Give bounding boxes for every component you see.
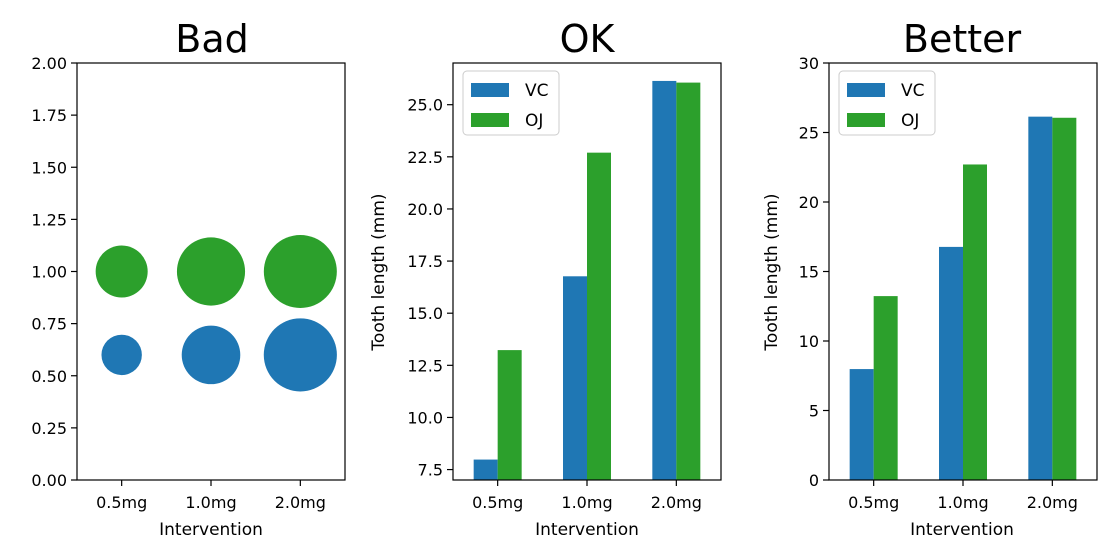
chart-ok-title: OK	[560, 17, 616, 61]
x-tick-label: 0.5mg	[472, 493, 523, 512]
y-tick-label: 1.00	[31, 263, 67, 282]
bar-vc	[473, 459, 498, 480]
legend-swatch-vc	[471, 83, 509, 97]
chart-ok-marks	[473, 80, 701, 480]
y-tick-label: 7.5	[418, 461, 443, 480]
bar-oj	[1052, 117, 1077, 481]
chart-better-frame	[828, 62, 1098, 481]
y-tick-label: 0.25	[31, 419, 67, 438]
chart-ok-y-label: Tooth length (mm)	[369, 193, 389, 351]
chart-bad-marks	[95, 234, 337, 392]
chart-better-y-label: Tooth length (mm)	[762, 193, 782, 351]
legend-label-oj: OJ	[525, 111, 543, 131]
y-tick-label: 2.00	[31, 54, 67, 73]
y-tick-label: 22.5	[407, 148, 443, 167]
y-tick-label: 1.75	[31, 106, 67, 125]
y-tick-label: 30	[799, 54, 819, 73]
y-tick-label: 0	[809, 471, 819, 490]
bar-vc	[1028, 116, 1053, 481]
chart-ok: OK 7.5 10.0 12.5 15.0 17.5 20.0 22.5 25.0 0.5mg…	[369, 17, 722, 540]
x-tick-label: 1.0mg	[185, 493, 236, 512]
x-tick-label: 2.0mg	[1027, 493, 1078, 512]
legend-swatch-oj	[471, 113, 509, 127]
bar-oj	[676, 82, 701, 480]
y-tick-label: 15	[799, 263, 819, 282]
y-tick-label: 0.50	[31, 367, 67, 386]
chart-bad-frame	[76, 62, 346, 481]
bubble-oj	[176, 237, 246, 306]
chart-ok-x-ticks: 0.5mg 1.0mg 2.0mg	[472, 480, 702, 512]
chart-better-x-label: Intervention	[910, 520, 1014, 540]
chart-better-title: Better	[903, 17, 1022, 61]
bar-oj	[873, 296, 898, 480]
bar-vc	[563, 276, 587, 480]
chart-better: Better 0 5 10 15 20 25 30 0.5mg 1.0mg 2.0mg Inte…	[762, 17, 1098, 540]
chart-better-x-ticks: 0.5mg 1.0mg 2.0mg	[848, 480, 1078, 512]
chart-ok-legend: VC OJ	[462, 70, 560, 136]
chart-ok-x-label: Intervention	[535, 520, 639, 540]
x-tick-label: 2.0mg	[651, 493, 702, 512]
chart-ok-frame	[452, 62, 722, 481]
x-tick-label: 1.0mg	[561, 493, 612, 512]
x-tick-label: 2.0mg	[275, 493, 326, 512]
bubble-vc	[101, 334, 142, 376]
y-tick-label: 20	[799, 193, 819, 212]
y-tick-label: 0.00	[31, 471, 67, 490]
chart-better-y-ticks: 0 5 10 15 20 25 30	[799, 54, 829, 490]
chart-better-legend: VC OJ	[838, 70, 936, 136]
x-tick-label: 0.5mg	[96, 493, 147, 512]
y-tick-label: 10.0	[407, 408, 443, 427]
bubble-oj	[95, 245, 148, 298]
legend-label-oj: OJ	[901, 111, 919, 131]
bubble-vc	[263, 318, 337, 392]
chart-bad-x-ticks: 0.5mg 1.0mg 2.0mg	[96, 480, 326, 512]
y-tick-label: 10	[799, 332, 819, 351]
legend-swatch-oj	[847, 113, 885, 127]
bar-vc	[849, 369, 874, 480]
bar-oj	[587, 152, 611, 480]
bubble-oj	[263, 234, 337, 309]
x-tick-label: 1.0mg	[937, 493, 988, 512]
y-tick-label: 5	[809, 402, 819, 421]
legend-label-vc: VC	[525, 81, 549, 101]
y-tick-label: 15.0	[407, 304, 443, 323]
legend-swatch-vc	[847, 83, 885, 97]
chart-better-marks	[849, 116, 1077, 481]
y-tick-label: 20.0	[407, 200, 443, 219]
chart-bad: Bad 0.00 0.25 0.50 0.75 1.00 1.25 1.50 1.75 2.00…	[31, 17, 346, 540]
chart-ok-y-ticks: 7.5 10.0 12.5 15.0 17.5 20.0 22.5 25.0	[407, 96, 453, 480]
y-tick-label: 12.5	[407, 356, 443, 375]
legend-label-vc: VC	[901, 81, 925, 101]
y-tick-label: 25	[799, 124, 819, 143]
chart-bad-x-label: Intervention	[159, 520, 263, 540]
y-tick-label: 1.50	[31, 158, 67, 177]
bar-oj	[963, 164, 987, 480]
chart-bad-y-ticks: 0.00 0.25 0.50 0.75 1.00 1.25 1.50 1.75 2.00	[31, 54, 77, 490]
y-tick-label: 1.25	[31, 210, 67, 229]
bar-vc	[939, 246, 963, 480]
y-tick-label: 25.0	[407, 96, 443, 115]
y-tick-label: 0.75	[31, 315, 67, 334]
x-tick-label: 0.5mg	[848, 493, 899, 512]
bar-oj	[497, 350, 522, 480]
chart-bad-title: Bad	[175, 17, 248, 61]
bubble-vc	[181, 325, 241, 385]
y-tick-label: 17.5	[407, 252, 443, 271]
bar-vc	[652, 80, 677, 480]
